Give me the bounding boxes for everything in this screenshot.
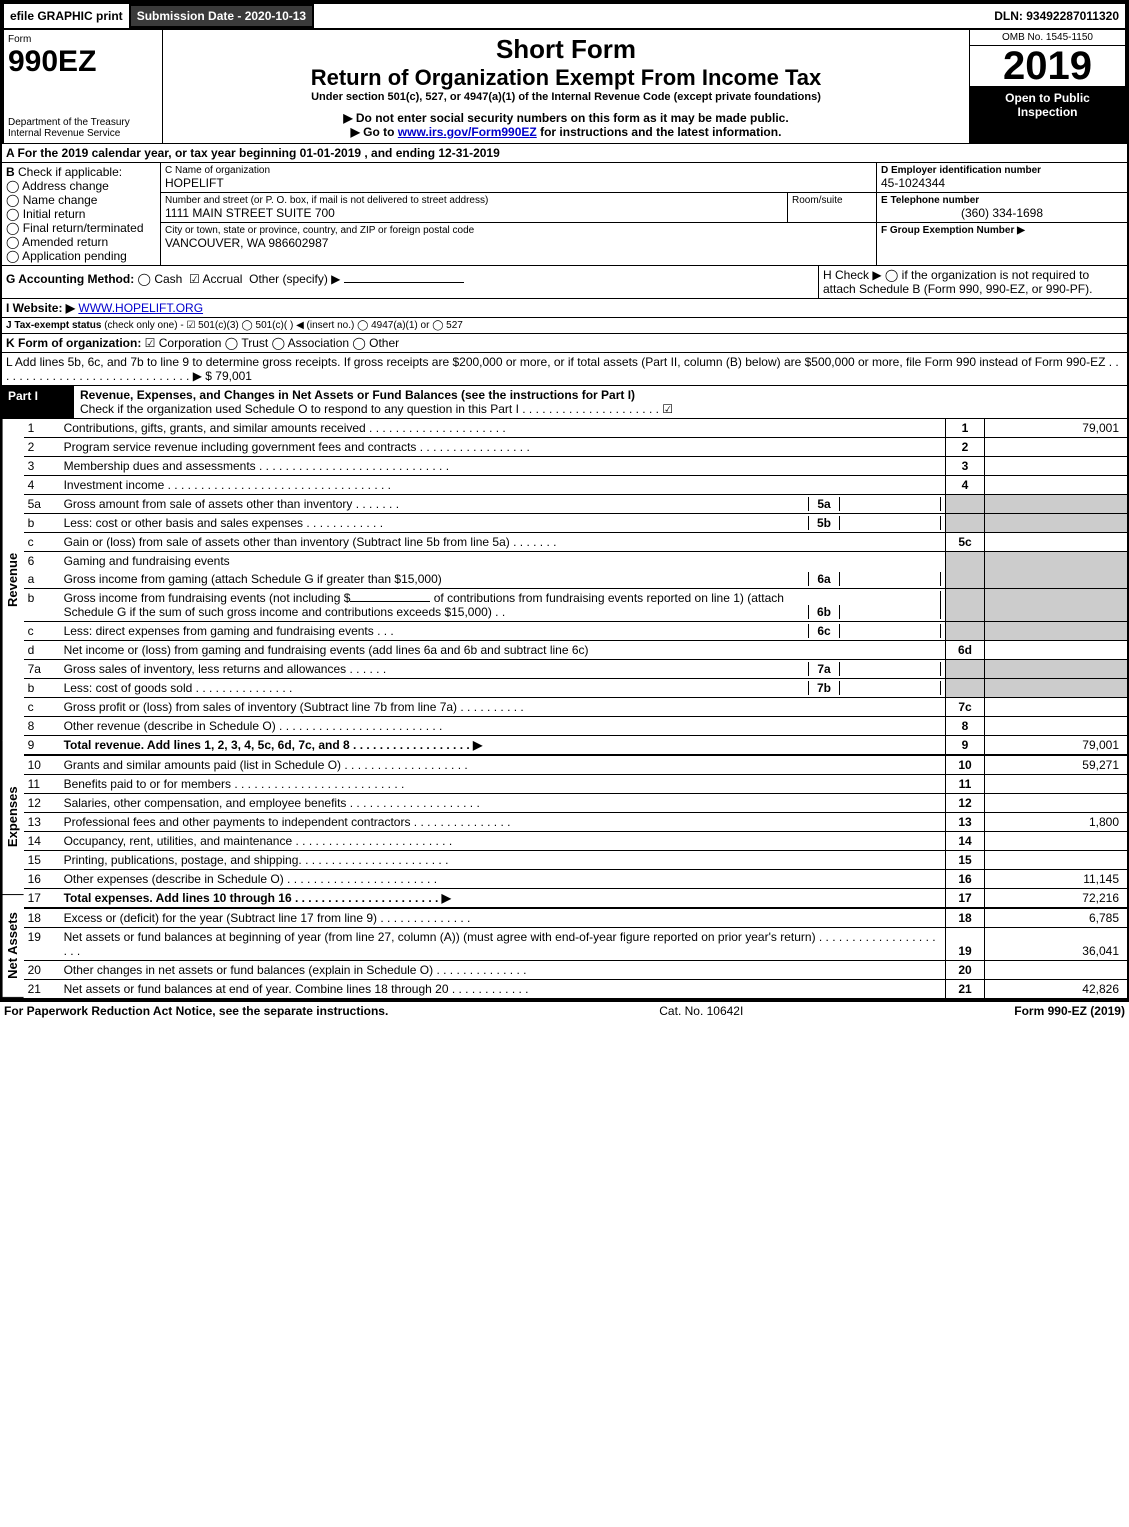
line-19: 19Net assets or fund balances at beginni… [24,928,1127,961]
line-17: 17Total expenses. Add lines 10 through 1… [24,889,1127,909]
line-5a: 5a Gross amount from sale of assets othe… [24,495,1127,514]
submission-date: Submission Date - 2020-10-13 [129,4,314,28]
section-h: H Check ▶ ◯ if the organization is not r… [818,266,1127,298]
opt-cash[interactable]: Cash [154,272,182,286]
line-8: 8Other revenue (describe in Schedule O) … [24,717,1127,736]
line-6a: a Gross income from gaming (attach Sched… [24,570,1127,589]
note-link-line: ▶ Go to www.irs.gov/Form990EZ for instru… [173,125,959,139]
line-5c: cGain or (loss) from sale of assets othe… [24,533,1127,552]
line-7a: 7a Gross sales of inventory, less return… [24,660,1127,679]
org-name-label: C Name of organization [165,165,872,176]
main-table: Revenue Expenses Net Assets 1Contributio… [2,419,1127,998]
page-footer: For Paperwork Reduction Act Notice, see … [0,1000,1129,1020]
section-k: K Form of organization: ☑ Corporation ◯ … [2,334,1127,353]
lines-table: 1Contributions, gifts, grants, and simil… [24,419,1127,998]
opt-address-change[interactable]: ◯ Address change [6,179,156,193]
line-6b: b Gross income from fundraising events (… [24,589,1127,622]
group-exemption-label: F Group Exemption Number ▶ [881,225,1123,236]
dln: DLN: 93492287011320 [988,6,1125,26]
footer-right: Form 990-EZ (2019) [1014,1004,1125,1018]
dept-treasury: Department of the Treasury [8,117,158,128]
telephone: (360) 334-1698 [881,206,1123,220]
website-link[interactable]: WWW.HOPELIFT.ORG [78,301,203,315]
footer-cat: Cat. No. 10642I [659,1004,743,1018]
efile-label: efile GRAPHIC print [4,6,129,26]
ein-label: D Employer identification number [881,165,1123,176]
tel-label: E Telephone number [881,195,1123,206]
top-bar: efile GRAPHIC print Submission Date - 20… [2,2,1127,30]
form-number: 990EZ [8,45,158,79]
form-header: Form 990EZ Department of the Treasury In… [2,30,1127,144]
title-return: Return of Organization Exempt From Incom… [173,65,959,91]
part1-header: Part I Revenue, Expenses, and Changes in… [2,386,1127,419]
bcdef-row: B Check if applicable: ◯ Address change … [2,163,1127,266]
section-l: L Add lines 5b, 6c, and 7b to line 9 to … [2,353,1127,386]
line-15: 15Printing, publications, postage, and s… [24,851,1127,870]
line-21: 21Net assets or fund balances at end of … [24,980,1127,999]
opt-accrual[interactable]: Accrual [202,272,242,286]
side-expenses: Expenses [2,740,24,895]
side-revenue: Revenue [2,419,24,740]
line-7c: cGross profit or (loss) from sales of in… [24,698,1127,717]
irs-link[interactable]: www.irs.gov/Form990EZ [398,125,537,139]
section-j: J Tax-exempt status (check only one) - ☑… [2,318,1127,334]
part1-title: Revenue, Expenses, and Changes in Net As… [80,388,1121,402]
addr: 1111 MAIN STREET SUITE 700 [165,206,783,220]
section-def: D Employer identification number 45-1024… [877,163,1127,265]
line-11: 11Benefits paid to or for members . . . … [24,775,1127,794]
line-12: 12Salaries, other compensation, and empl… [24,794,1127,813]
section-a: A For the 2019 calendar year, or tax yea… [2,144,1127,163]
section-i: I Website: ▶ WWW.HOPELIFT.ORG [2,299,1127,318]
line-7b: b Less: cost of goods sold . . . . . . .… [24,679,1127,698]
room-suite-label: Room/suite [787,193,876,222]
gh-row: G Accounting Method: ◯ Cash ☑ Accrual Ot… [2,266,1127,299]
footer-left: For Paperwork Reduction Act Notice, see … [4,1004,388,1018]
line-6: 6Gaming and fundraising events [24,552,1127,571]
dept-irs: Internal Revenue Service [8,128,158,139]
opt-other[interactable]: Other (specify) ▶ [249,272,340,286]
opt-name-change[interactable]: ◯ Name change [6,193,156,207]
title-short-form: Short Form [173,34,959,65]
note-ssn: ▶ Do not enter social security numbers o… [173,111,959,125]
addr-label: Number and street (or P. O. box, if mail… [165,195,783,206]
org-name: HOPELIFT [165,176,872,190]
line-6c: c Less: direct expenses from gaming and … [24,622,1127,641]
line-6d: dNet income or (loss) from gaming and fu… [24,641,1127,660]
section-c: C Name of organization HOPELIFT Number a… [161,163,877,265]
part1-check-line: Check if the organization used Schedule … [80,402,1121,416]
line-1: 1Contributions, gifts, grants, and simil… [24,419,1127,438]
line-16: 16Other expenses (describe in Schedule O… [24,870,1127,889]
open-inspection: Open to Public Inspection [970,87,1125,143]
tax-year: 2019 [970,46,1125,87]
line-2: 2Program service revenue including gover… [24,438,1127,457]
line-18: 18Excess or (deficit) for the year (Subt… [24,908,1127,928]
ein: 45-1024344 [881,176,1123,190]
line-14: 14Occupancy, rent, utilities, and mainte… [24,832,1127,851]
section-b: B Check if applicable: ◯ Address change … [2,163,161,265]
city-label: City or town, state or province, country… [165,225,872,236]
city: VANCOUVER, WA 986602987 [165,236,872,250]
side-netassets: Net Assets [2,895,24,998]
opt-final-return[interactable]: ◯ Final return/terminated [6,221,156,235]
subtitle: Under section 501(c), 527, or 4947(a)(1)… [173,91,959,103]
line-20: 20Other changes in net assets or fund ba… [24,961,1127,980]
line-10: 10Grants and similar amounts paid (list … [24,755,1127,775]
line-5b: b Less: cost or other basis and sales ex… [24,514,1127,533]
opt-initial-return[interactable]: ◯ Initial return [6,207,156,221]
opt-application-pending[interactable]: ◯ Application pending [6,249,156,263]
line-9: 9Total revenue. Add lines 1, 2, 3, 4, 5c… [24,736,1127,756]
line-13: 13Professional fees and other payments t… [24,813,1127,832]
form-word: Form [8,34,158,45]
part1-label: Part I [2,386,74,418]
section-g: G Accounting Method: ◯ Cash ☑ Accrual Ot… [2,266,818,298]
opt-amended-return[interactable]: ◯ Amended return [6,235,156,249]
line-3: 3Membership dues and assessments . . . .… [24,457,1127,476]
line-4: 4Investment income . . . . . . . . . . .… [24,476,1127,495]
